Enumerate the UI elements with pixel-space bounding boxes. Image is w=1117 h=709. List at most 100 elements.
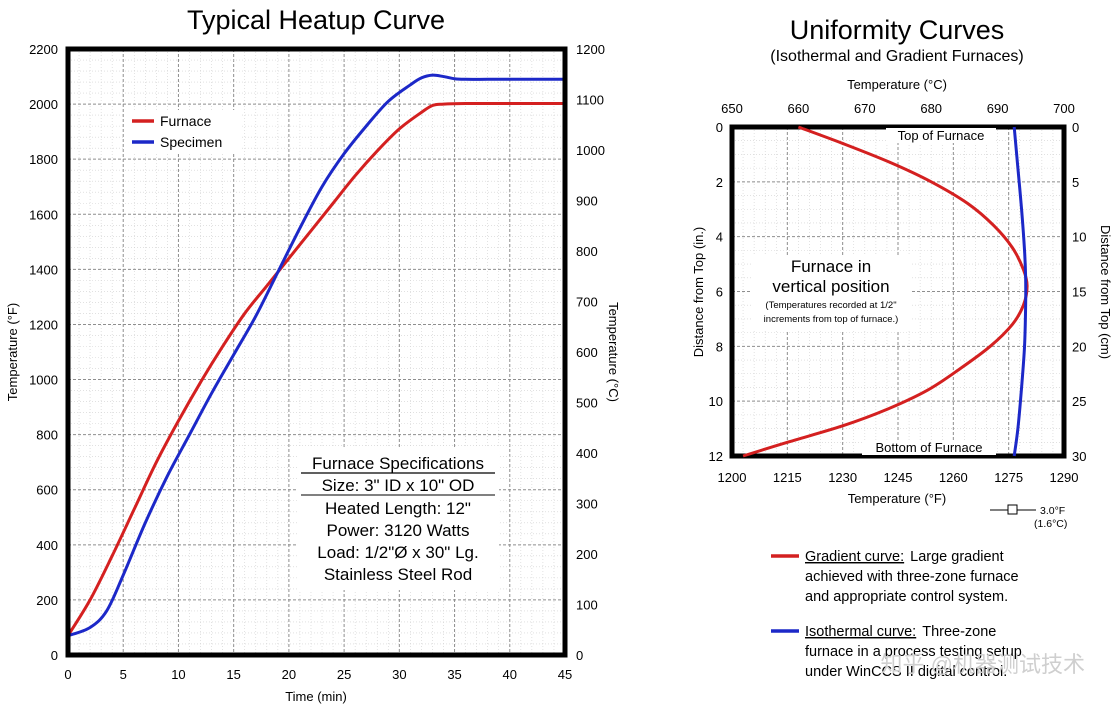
scale-marker-c: (1.6°C) (1034, 518, 1067, 530)
scale-marker-box (1007, 504, 1018, 515)
heatup-y-tick-labels: 0 200 400 600 800 1000 1200 1400 1600 1800 2000 220… (29, 42, 58, 663)
bottom-label-bg (862, 440, 996, 455)
uniformity-plot-frame (729, 124, 1067, 459)
y-right-tick-label: 0 (1072, 120, 1079, 135)
y2-tick-label: 100 (576, 598, 598, 613)
x-top-tick-label: 700 (1053, 101, 1075, 116)
y2-tick-label: 0 (576, 648, 583, 663)
heatup-chart: Typical Heatup Curve 0 5 10 15 20 25 30 35 40 45 … (5, 5, 621, 704)
x-bottom-tick-label: 1260 (939, 470, 968, 485)
legend-specimen-label: Specimen (160, 134, 222, 150)
x-top-tick-label: 680 (920, 101, 942, 116)
uniformity-x-top-tick-labels: 650 660 670 680 690 700 (721, 101, 1075, 116)
y-tick-label: 1000 (29, 373, 58, 388)
heatup-x-tick-labels: 0 5 10 15 20 25 30 35 40 45 (64, 667, 572, 682)
x-bottom-tick-label: 1290 (1050, 470, 1079, 485)
y2-tick-label: 1000 (576, 143, 605, 158)
y-right-tick-label: 20 (1072, 339, 1086, 354)
position-note-line1: Furnace in (791, 257, 871, 276)
y-left-tick-label: 4 (716, 230, 723, 245)
x-top-tick-label: 650 (721, 101, 743, 116)
y-tick-label: 0 (51, 648, 58, 663)
y-tick-label: 800 (36, 428, 58, 443)
y2-tick-label: 1200 (576, 42, 605, 57)
isothermal-legend-line3: under WinCCS II digital control. (805, 664, 1007, 680)
uniformity-y-right-label: Distance from Top (cm) (1098, 225, 1113, 359)
x-top-tick-label: 690 (987, 101, 1009, 116)
top-label-bg (886, 128, 996, 143)
uniformity-x-bottom-tick-labels: 1200 1215 1230 1245 1260 1275 1290 (718, 470, 1079, 485)
scale-marker: 3.0°F (1.6°C) (990, 504, 1067, 530)
gradient-legend-text0: Large gradient (910, 549, 1004, 565)
spec-line-size: Size: 3" ID x 10" OD (322, 476, 475, 495)
spec-box-bg (297, 448, 499, 590)
heatup-plot-frame (65, 46, 568, 658)
y-left-tick-label: 0 (716, 120, 723, 135)
spec-line-load: Load: 1/2"Ø x 30" Lg. (317, 543, 478, 562)
heatup-y2-tick-labels: 0 100 200 300 400 500 600 700 800 900 1000 1100 1200 (576, 42, 605, 663)
y-right-tick-label: 10 (1072, 230, 1086, 245)
y-tick-label: 2000 (29, 97, 58, 112)
uniformity-x-bottom-label: Temperature (°F) (848, 491, 946, 506)
x-bottom-tick-label: 1215 (773, 470, 802, 485)
top-of-furnace-label: Top of Furnace (898, 128, 985, 143)
x-tick-label: 45 (558, 667, 572, 682)
position-note-small1: (Temperatures recorded at 1/2" (765, 300, 896, 311)
y2-tick-label: 900 (576, 194, 598, 209)
y-right-tick-label: 5 (1072, 175, 1079, 190)
uniformity-legend: Gradient curve: Large gradient achieved w… (771, 549, 1022, 680)
heatup-series (66, 73, 565, 638)
y-left-tick-label: 10 (709, 394, 723, 409)
y2-tick-label: 200 (576, 547, 598, 562)
x-bottom-tick-label: 1275 (994, 470, 1023, 485)
y-tick-label: 200 (36, 593, 58, 608)
y-left-tick-label: 2 (716, 175, 723, 190)
position-note-line2: vertical position (772, 277, 889, 296)
y-left-tick-label: 8 (716, 339, 723, 354)
x-top-tick-label: 670 (854, 101, 876, 116)
bottom-of-furnace-label: Bottom of Furnace (876, 440, 983, 455)
uniformity-series (742, 125, 1029, 458)
y2-tick-label: 700 (576, 295, 598, 310)
x-tick-label: 15 (226, 667, 240, 682)
heatup-y-axis-label: Temperature (°F) (5, 303, 20, 401)
y-tick-label: 1400 (29, 262, 58, 277)
uniformity-chart-subtitle: (Isothermal and Gradient Furnaces) (770, 48, 1023, 65)
spec-line-length: Heated Length: 12" (325, 499, 471, 518)
y2-tick-label: 800 (576, 244, 598, 259)
x-bottom-tick-label: 1230 (828, 470, 857, 485)
uniformity-y-left-label: Distance from Top (in.) (691, 227, 706, 358)
spec-line-material: Stainless Steel Rod (324, 565, 472, 584)
watermark: 知乎 @机器测试技术 (881, 652, 1085, 677)
y-right-tick-label: 25 (1072, 394, 1086, 409)
y2-tick-label: 300 (576, 497, 598, 512)
x-tick-label: 40 (503, 667, 517, 682)
y-tick-label: 1600 (29, 207, 58, 222)
heatup-y2-axis-label: Temperature (°C) (606, 302, 621, 402)
uniformity-chart-title: Uniformity Curves (790, 15, 1005, 45)
x-bottom-tick-label: 1245 (884, 470, 913, 485)
y2-tick-label: 400 (576, 446, 598, 461)
isothermal-legend-term: Isothermal curve: (805, 624, 916, 640)
spec-heading: Furnace Specifications (312, 454, 484, 473)
x-tick-label: 25 (337, 667, 351, 682)
y-tick-label: 400 (36, 538, 58, 553)
series-line-isothermal (1012, 126, 1028, 457)
uniformity-chart: Uniformity Curves (Isothermal and Gradie… (691, 15, 1113, 680)
uniformity-y-right-tick-labels: 0 5 10 15 20 25 30 (1072, 120, 1086, 464)
heatup-x-axis-label: Time (min) (285, 689, 347, 704)
x-bottom-tick-label: 1200 (718, 470, 747, 485)
y-tick-label: 1800 (29, 152, 58, 167)
y-tick-label: 600 (36, 483, 58, 498)
isothermal-legend-line2: furnace in a process testing setup (805, 644, 1022, 660)
y-right-tick-label: 30 (1072, 449, 1086, 464)
y-tick-label: 1200 (29, 317, 58, 332)
position-note-bg (752, 256, 912, 330)
x-tick-label: 20 (282, 667, 296, 682)
x-top-tick-label: 660 (788, 101, 810, 116)
y2-tick-label: 600 (576, 345, 598, 360)
y-tick-label: 2200 (29, 42, 58, 57)
isothermal-legend-line1: Isothermal curve: Three-zone (805, 624, 996, 640)
gradient-legend-line2: achieved with three-zone furnace (805, 569, 1019, 585)
